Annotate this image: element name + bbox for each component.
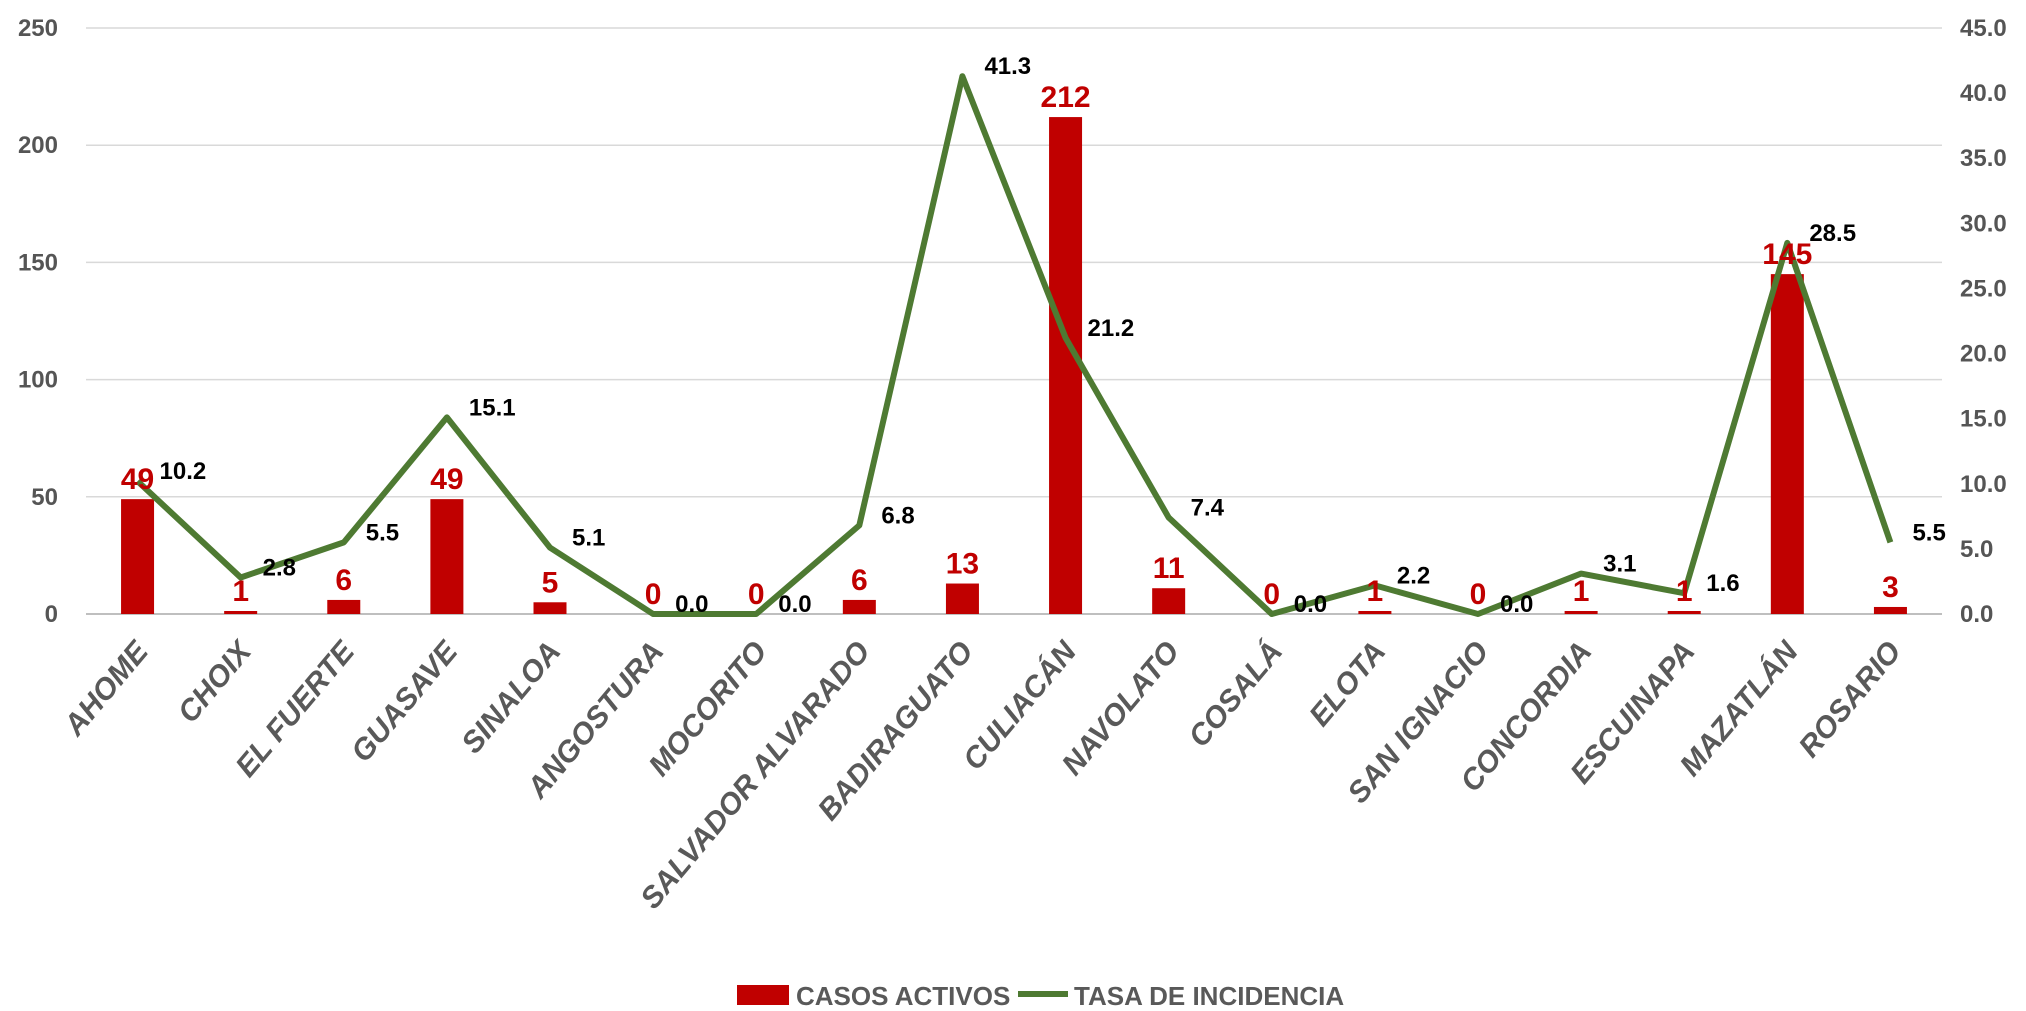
bar-value-label: 11 [1153,552,1185,585]
left-axis-tick-label: 50 [31,484,58,511]
bar [945,583,979,614]
bar [533,602,567,614]
bar-value-label: 0 [1470,578,1487,611]
bar [1152,588,1186,614]
bar-value-label: 0 [645,578,662,611]
bar-value-label: 6 [335,564,352,597]
line-value-label: 0.0 [1500,591,1533,618]
line-value-label: 7.4 [1191,495,1225,522]
bar [1564,611,1598,614]
bar [121,499,155,614]
legend-label-bar: CASOS ACTIVOS [796,981,1010,1011]
line-value-label: 15.1 [469,394,516,421]
bar-value-label: 49 [121,463,154,496]
left-axis-tick-label: 150 [18,249,58,276]
line-value-label: 1.6 [1706,570,1739,597]
bar [1667,611,1701,614]
right-axis-tick-label: 5.0 [1960,536,1993,563]
right-axis-tick-label: 45.0 [1960,15,2007,42]
bar-value-label: 3 [1882,571,1899,604]
bar [224,611,258,614]
bar [430,499,464,614]
line-value-label: 41.3 [984,53,1031,80]
category-label: ROSARIO [1793,635,1908,763]
bar [1358,611,1392,614]
bar-value-label: 5 [542,566,559,599]
line-value-label: 2.2 [1397,562,1430,589]
left-axis-ticks: 0 50 100 150 200 250 [18,15,58,628]
bar [842,599,876,614]
right-axis-tick-label: 0.0 [1960,601,1993,628]
bar-value-label: 145 [1762,238,1812,271]
right-axis-tick-label: 10.0 [1960,471,2007,498]
gridlines [86,27,1942,615]
line-value-label: 21.2 [1088,315,1135,342]
line-data-labels: 10.2 2.8 5.5 15.1 5.1 0.0 0.0 6.8 41.3 21.2 7.4 0.0… [160,53,1946,618]
left-axis-tick-label: 100 [18,367,58,394]
category-label: SINALOA [455,635,567,760]
bar [1770,274,1804,614]
line-series [135,73,1894,617]
category-label: AHOME [57,635,155,743]
right-axis-ticks: 0.0 5.0 10.0 15.0 20.0 25.0 30.0 35.0 40.0 45.0 [1960,15,2007,628]
right-axis-tick-label: 40.0 [1960,80,2007,107]
category-label: ELOTA [1303,635,1392,732]
category-label: CHOIX [172,634,260,730]
left-axis-tick-label: 250 [18,15,58,42]
line-value-label: 2.8 [263,555,296,582]
right-axis-tick-label: 15.0 [1960,406,2007,433]
bar-series [121,117,1907,615]
right-axis-tick-label: 30.0 [1960,210,2007,237]
bar-value-label: 0 [748,578,765,611]
bar-value-label: 212 [1041,81,1091,114]
legend: CASOS ACTIVOS TASA DE INCIDENCIA [737,981,1344,1011]
line-value-label: 5.1 [572,525,605,552]
left-axis-tick-label: 200 [18,132,58,159]
bar-value-label: 1 [1573,575,1590,608]
line-value-label: 3.1 [1603,551,1636,578]
line-value-label: 10.2 [160,458,207,485]
line-value-label: 28.5 [1809,220,1856,247]
incidence-line [135,73,1894,617]
legend-label-line: TASA DE INCIDENCIA [1074,981,1344,1011]
bar-value-label: 0 [1263,578,1280,611]
category-label: GUASAVE [345,635,465,769]
right-axis-tick-label: 20.0 [1960,341,2007,368]
category-label: COSALÁ [1182,635,1289,754]
bar [1873,606,1907,614]
bar-value-label: 1 [1676,575,1693,608]
line-value-label: 6.8 [881,502,914,529]
line-value-label: 0.0 [778,591,811,618]
legend-swatch-bar [737,985,789,1005]
left-axis-tick-label: 0 [45,601,58,628]
right-axis-tick-label: 35.0 [1960,145,2007,172]
right-axis-tick-label: 25.0 [1960,275,2007,302]
bar [1049,117,1083,615]
line-value-label: 0.0 [1294,591,1327,618]
bar-value-label: 1 [232,575,249,608]
bar-value-label: 1 [1367,575,1384,608]
line-value-label: 5.5 [1912,519,1945,546]
bar-value-label: 13 [946,548,979,581]
bar [327,599,361,614]
bar-value-label: 49 [430,463,463,496]
line-value-label: 0.0 [675,591,708,618]
bar-value-label: 6 [851,564,868,597]
line-value-label: 5.5 [366,519,399,546]
